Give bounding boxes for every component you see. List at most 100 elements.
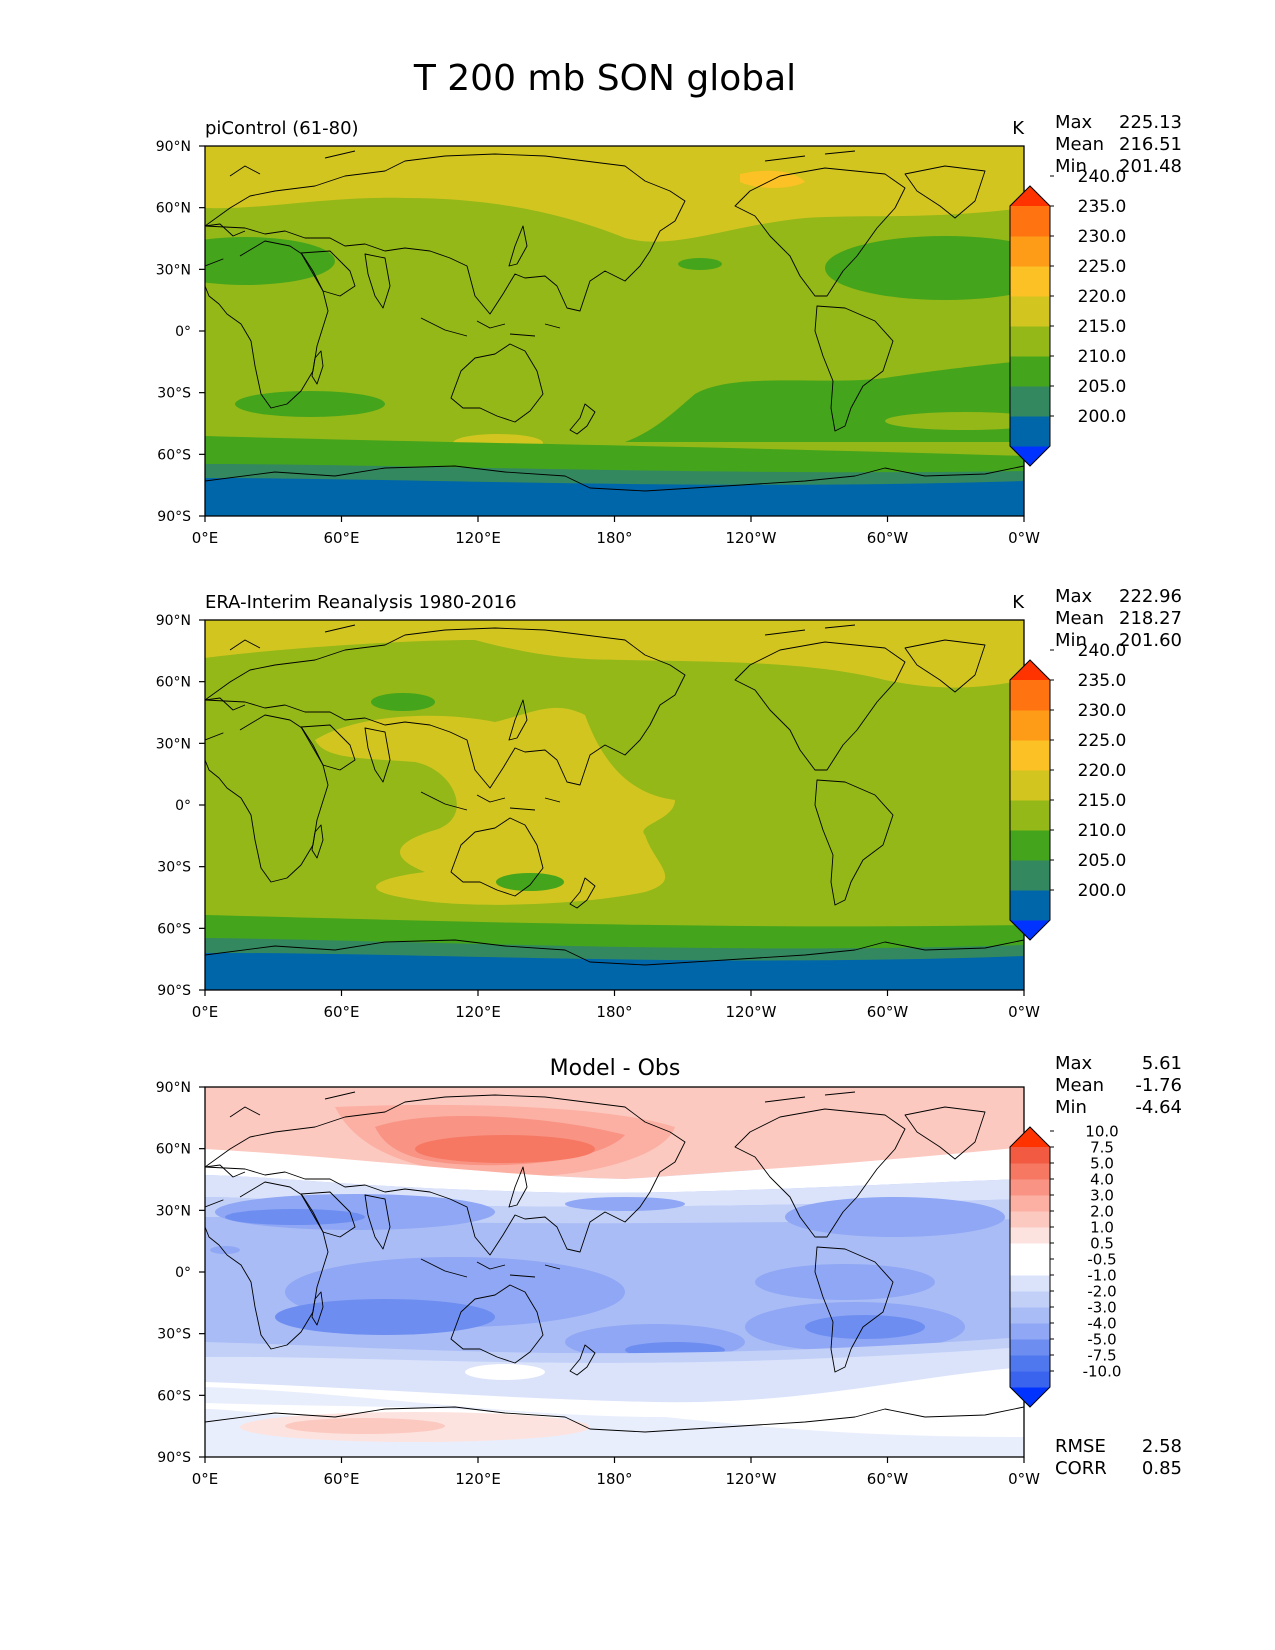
figure-title: T 200 mb SON global xyxy=(413,58,796,99)
colorbar-tick-label: 215.0 xyxy=(1078,317,1127,337)
colorbar-swatch xyxy=(1010,830,1050,861)
lat-tick-label: 90°N xyxy=(156,139,191,155)
stat-label: Mean xyxy=(1055,134,1104,155)
lat-tick-label: 30°N xyxy=(156,1203,191,1219)
lon-tick-label: 0°E xyxy=(192,1470,219,1488)
colorbar-tick-label: 0.5 xyxy=(1090,1234,1114,1252)
lat-axis: 90°N 60°N 30°N 0° 30°S 60°S 90°S xyxy=(156,613,205,999)
stat-label: Mean xyxy=(1055,1075,1104,1096)
colorbar-swatch xyxy=(1010,326,1050,357)
colorbar-swatch xyxy=(1010,356,1050,387)
colorbar-outline xyxy=(1009,659,1051,941)
stat-value: 2.58 xyxy=(1142,1436,1182,1457)
colorbar-tick-label: -2.0 xyxy=(1087,1282,1116,1300)
panel-diff: Model - Obs 90°N 60°N 30°N 0° 30°S 60°S 90°S 0… xyxy=(156,1053,1182,1488)
lon-tick-label: 60°W xyxy=(867,1470,909,1488)
stat-label: Mean xyxy=(1055,608,1104,629)
colorbar-swatch xyxy=(1010,1371,1050,1388)
lon-tick-label: 0°W xyxy=(1008,1470,1040,1488)
stat-label: Max xyxy=(1055,112,1093,133)
colorbar-extend-min xyxy=(1010,920,1050,940)
colorbar-tick-label: 205.0 xyxy=(1078,377,1127,397)
colorbar-swatch xyxy=(1010,1323,1050,1340)
lon-tick-label: 0°W xyxy=(1008,529,1040,547)
colorbar-extend-min xyxy=(1010,446,1050,466)
colorbar-tick-label: 10.0 xyxy=(1085,1122,1118,1140)
stats-block: Max 225.13 Mean 216.51 Min 201.48 xyxy=(1055,112,1182,177)
colorbar-swatch xyxy=(1010,386,1050,417)
stats-block: Max 222.96 Mean 218.27 Min 201.60 xyxy=(1055,586,1182,651)
stat-label: RMSE xyxy=(1055,1436,1106,1457)
lat-tick-label: 60°N xyxy=(156,201,191,217)
lon-tick-label: 120°E xyxy=(455,529,501,547)
map-diff xyxy=(205,1087,1024,1457)
lon-axis: 0°E 60°E 120°E 180° 120°W 60°W 0°W xyxy=(192,516,1040,547)
stat-value: -1.76 xyxy=(1135,1075,1182,1096)
colorbar-extend-max xyxy=(1010,660,1050,680)
colorbar-tick-label: 4.0 xyxy=(1090,1170,1114,1188)
colorbar-tick-label: -7.5 xyxy=(1087,1346,1116,1364)
lat-tick-label: 60°S xyxy=(157,921,191,937)
colorbar-tick-label: 7.5 xyxy=(1090,1138,1114,1156)
lat-tick-label: 90°S xyxy=(157,983,191,999)
stat-value: 216.51 xyxy=(1119,134,1182,155)
colorbar-swatch xyxy=(1010,1179,1050,1196)
lat-tick-label: 30°N xyxy=(156,262,191,278)
lon-tick-label: 120°W xyxy=(726,529,777,547)
colorbar-tick-label: -4.0 xyxy=(1087,1314,1116,1332)
lon-tick-label: 60°E xyxy=(323,529,359,547)
colorbar: 200.0 205.0 210.0 215.0 220.0 225.0 230.0 235.0… xyxy=(1009,641,1127,941)
colorbar-swatch xyxy=(1010,1163,1050,1180)
colorbar-tick-label: 220.0 xyxy=(1078,761,1127,781)
map-model xyxy=(205,146,1024,516)
stat-value: 225.13 xyxy=(1119,112,1182,133)
stat-value: 218.27 xyxy=(1119,608,1182,629)
lat-tick-label: 30°S xyxy=(157,386,191,402)
colorbar-tick-label: 210.0 xyxy=(1078,347,1127,367)
colorbar-tick-label: 225.0 xyxy=(1078,257,1127,277)
stat-label: Min xyxy=(1055,630,1087,651)
colorbar-swatch xyxy=(1010,416,1050,447)
lon-axis: 0°E 60°E 120°E 180° 120°W 60°W 0°W xyxy=(192,1457,1040,1488)
stats-block: Max 5.61 Mean -1.76 Min -4.64 xyxy=(1055,1053,1182,1118)
colorbar-swatch xyxy=(1010,1147,1050,1164)
lon-axis: 0°E 60°E 120°E 180° 120°W 60°W 0°W xyxy=(192,990,1040,1021)
colorbar-tick-label: 210.0 xyxy=(1078,821,1127,841)
stat-value: -4.64 xyxy=(1135,1097,1182,1118)
lat-tick-label: 90°S xyxy=(157,509,191,525)
colorbar-tick-label: -10.0 xyxy=(1083,1362,1122,1380)
lon-tick-label: 0°E xyxy=(192,529,219,547)
stat-label: Max xyxy=(1055,586,1093,607)
lat-axis: 90°N 60°N 30°N 0° 30°S 60°S 90°S xyxy=(156,1080,205,1466)
colorbar-swatch xyxy=(1010,1259,1050,1276)
lat-tick-label: 90°N xyxy=(156,1080,191,1096)
lat-tick-label: 0° xyxy=(175,1265,191,1281)
stat-label: Min xyxy=(1055,156,1087,177)
colorbar-swatch xyxy=(1010,890,1050,921)
lat-tick-label: 60°S xyxy=(157,1388,191,1404)
stat-label: Min xyxy=(1055,1097,1087,1118)
panel-obs: ERA-Interim Reanalysis 1980-2016 K 90°N 6… xyxy=(156,586,1182,1021)
colorbar-tick-label: 2.0 xyxy=(1090,1202,1114,1220)
panel-model: piControl (61-80) K 90°N 60°N 30°N 0° 30°S 60… xyxy=(156,112,1182,547)
colorbar-swatch xyxy=(1010,1355,1050,1372)
colorbar-swatch xyxy=(1010,266,1050,297)
colorbar-tick-label: -5.0 xyxy=(1087,1330,1116,1348)
map-obs xyxy=(205,620,1024,990)
colorbar-swatch xyxy=(1010,1243,1050,1260)
panel-title-left: piControl (61-80) xyxy=(205,118,359,139)
colorbar-outline xyxy=(1009,185,1051,467)
panel-title-center: Model - Obs xyxy=(550,1056,681,1081)
lon-tick-label: 180° xyxy=(596,1470,632,1488)
stat-value: 0.85 xyxy=(1142,1458,1182,1479)
colorbar-swatch xyxy=(1010,296,1050,327)
colorbar-swatch xyxy=(1010,1339,1050,1356)
colorbar-tick-label: 235.0 xyxy=(1078,197,1127,217)
lon-tick-label: 120°E xyxy=(455,1470,501,1488)
lon-tick-label: 60°E xyxy=(323,1470,359,1488)
colorbar-swatch xyxy=(1010,1307,1050,1324)
colorbar-tick-label: 230.0 xyxy=(1078,227,1127,247)
colorbar-tick-label: -0.5 xyxy=(1087,1250,1116,1268)
colorbar-outline xyxy=(1009,1126,1051,1408)
colorbar-tick-label: 205.0 xyxy=(1078,851,1127,871)
